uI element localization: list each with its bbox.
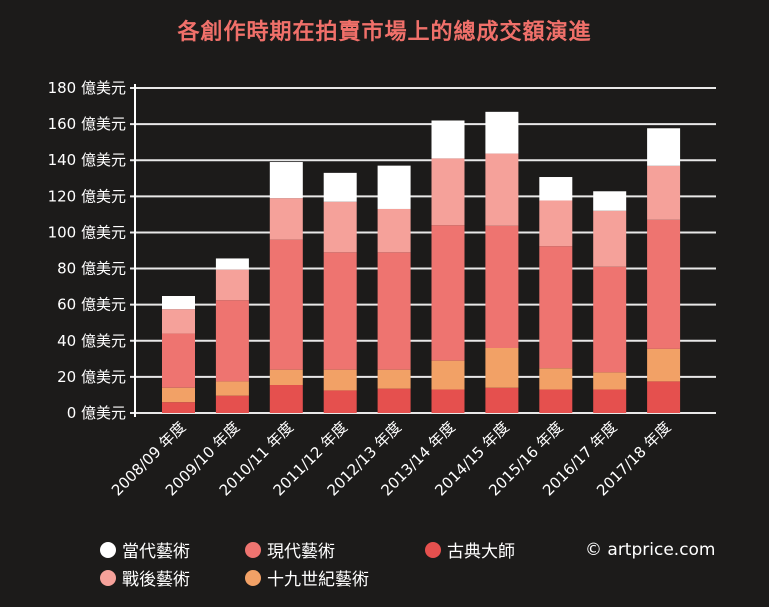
bar-segment: [377, 165, 411, 209]
y-tick-label: 20 億美元: [57, 368, 126, 386]
bar-segment: [323, 201, 357, 253]
bar-segment: [162, 387, 195, 403]
bar-segment: [323, 369, 357, 391]
y-tick-label: 140 億美元: [48, 151, 126, 169]
bar-segment: [485, 348, 519, 388]
y-tick-label: 0 億美元: [67, 404, 126, 422]
bar-segment: [431, 360, 465, 390]
bar-segment: [593, 210, 627, 267]
bar-segment: [485, 111, 519, 154]
legend-label: 古典大師: [447, 542, 515, 562]
bar-segment: [162, 333, 195, 388]
legend-label: 當代藝術: [122, 542, 190, 562]
bar-stack: [269, 162, 303, 413]
bar-segment: [593, 372, 627, 390]
bar-stack: [377, 165, 411, 413]
bar-stack: [215, 258, 249, 413]
bar-segment: [485, 387, 519, 413]
bars: [162, 111, 681, 413]
bar-segment: [593, 389, 627, 413]
legend-item: 戰後藝術: [100, 565, 190, 590]
legend-label: 戰後藝術: [122, 570, 190, 590]
bar-segment: [539, 200, 573, 247]
bar-segment: [215, 269, 249, 301]
bar-stack: [431, 120, 465, 413]
legend-swatch-icon: [245, 541, 261, 558]
legend-swatch-icon: [425, 541, 441, 558]
y-tick-label: 180 億美元: [48, 79, 126, 97]
bar-segment: [593, 191, 627, 211]
y-tick-label: 60 億美元: [57, 296, 126, 314]
legend-item: 古典大師: [425, 537, 515, 562]
legend-item: 當代藝術: [100, 537, 190, 562]
stacked-bar-chart: 0 億美元 20 億美元 40 億美元 60 億美元 80 億美元 100 億美元 120 …: [48, 79, 716, 499]
legend-label: 十九世紀藝術: [267, 570, 369, 590]
bar-segment: [431, 158, 465, 226]
bar-segment: [215, 300, 249, 382]
bar-segment: [539, 368, 573, 390]
y-tick-label: 100 億美元: [48, 223, 126, 241]
bar-segment: [431, 225, 465, 361]
bar-segment: [215, 258, 249, 270]
bar-segment: [269, 385, 303, 413]
legend-swatch-icon: [100, 569, 116, 586]
bar-segment: [162, 296, 195, 310]
legend-item: 現代藝術: [245, 537, 335, 562]
y-tick-label: 160 億美元: [48, 115, 126, 133]
bar-segment: [377, 252, 411, 370]
bar-segment: [215, 381, 249, 396]
bar-segment: [539, 177, 573, 201]
bar-segment: [323, 252, 357, 370]
bar-segment: [539, 389, 573, 413]
bar-segment: [647, 381, 681, 413]
legend-swatch-icon: [245, 569, 261, 586]
bar-stack: [323, 172, 357, 413]
bar-stack: [647, 128, 681, 413]
bar-segment: [269, 198, 303, 240]
bar-segment: [647, 128, 681, 166]
bar-stack: [593, 191, 627, 413]
legend-label: 現代藝術: [267, 542, 335, 562]
legend-item: 十九世紀藝術: [245, 565, 369, 590]
chart-title: 各創作時期在拍賣市場上的總成交額演進: [177, 20, 592, 45]
bar-segment: [323, 172, 357, 202]
bar-segment: [377, 388, 411, 413]
y-tick-label: 80 億美元: [57, 260, 126, 278]
bar-segment: [647, 219, 681, 349]
bar-segment: [647, 348, 681, 382]
bar-segment: [485, 225, 519, 348]
bar-segment: [269, 369, 303, 386]
bar-segment: [377, 369, 411, 389]
bar-stack: [539, 177, 573, 413]
bar-segment: [539, 246, 573, 369]
bar-stack: [485, 111, 519, 413]
bar-segment: [593, 266, 627, 373]
legend: 當代藝術 現代藝術 古典大師戰後藝術 十九世紀藝術: [100, 537, 740, 597]
bar-segment: [485, 153, 519, 226]
y-tick-label: 40 億美元: [57, 332, 126, 350]
bar-segment: [215, 395, 249, 413]
bar-segment: [269, 162, 303, 199]
y-tick-labels: 0 億美元 20 億美元 40 億美元 60 億美元 80 億美元 100 億美元 120 …: [48, 79, 126, 422]
bar-segment: [431, 120, 465, 159]
bar-segment: [162, 402, 195, 413]
bar-stack: [162, 296, 195, 413]
bar-segment: [377, 208, 411, 253]
bar-segment: [431, 389, 465, 413]
bar-segment: [162, 309, 195, 334]
credit-text: © artprice.com: [585, 540, 716, 560]
bar-segment: [269, 239, 303, 370]
y-tick-label: 120 億美元: [48, 187, 126, 205]
bar-segment: [647, 165, 681, 220]
bar-segment: [323, 390, 357, 413]
legend-swatch-icon: [100, 541, 116, 558]
